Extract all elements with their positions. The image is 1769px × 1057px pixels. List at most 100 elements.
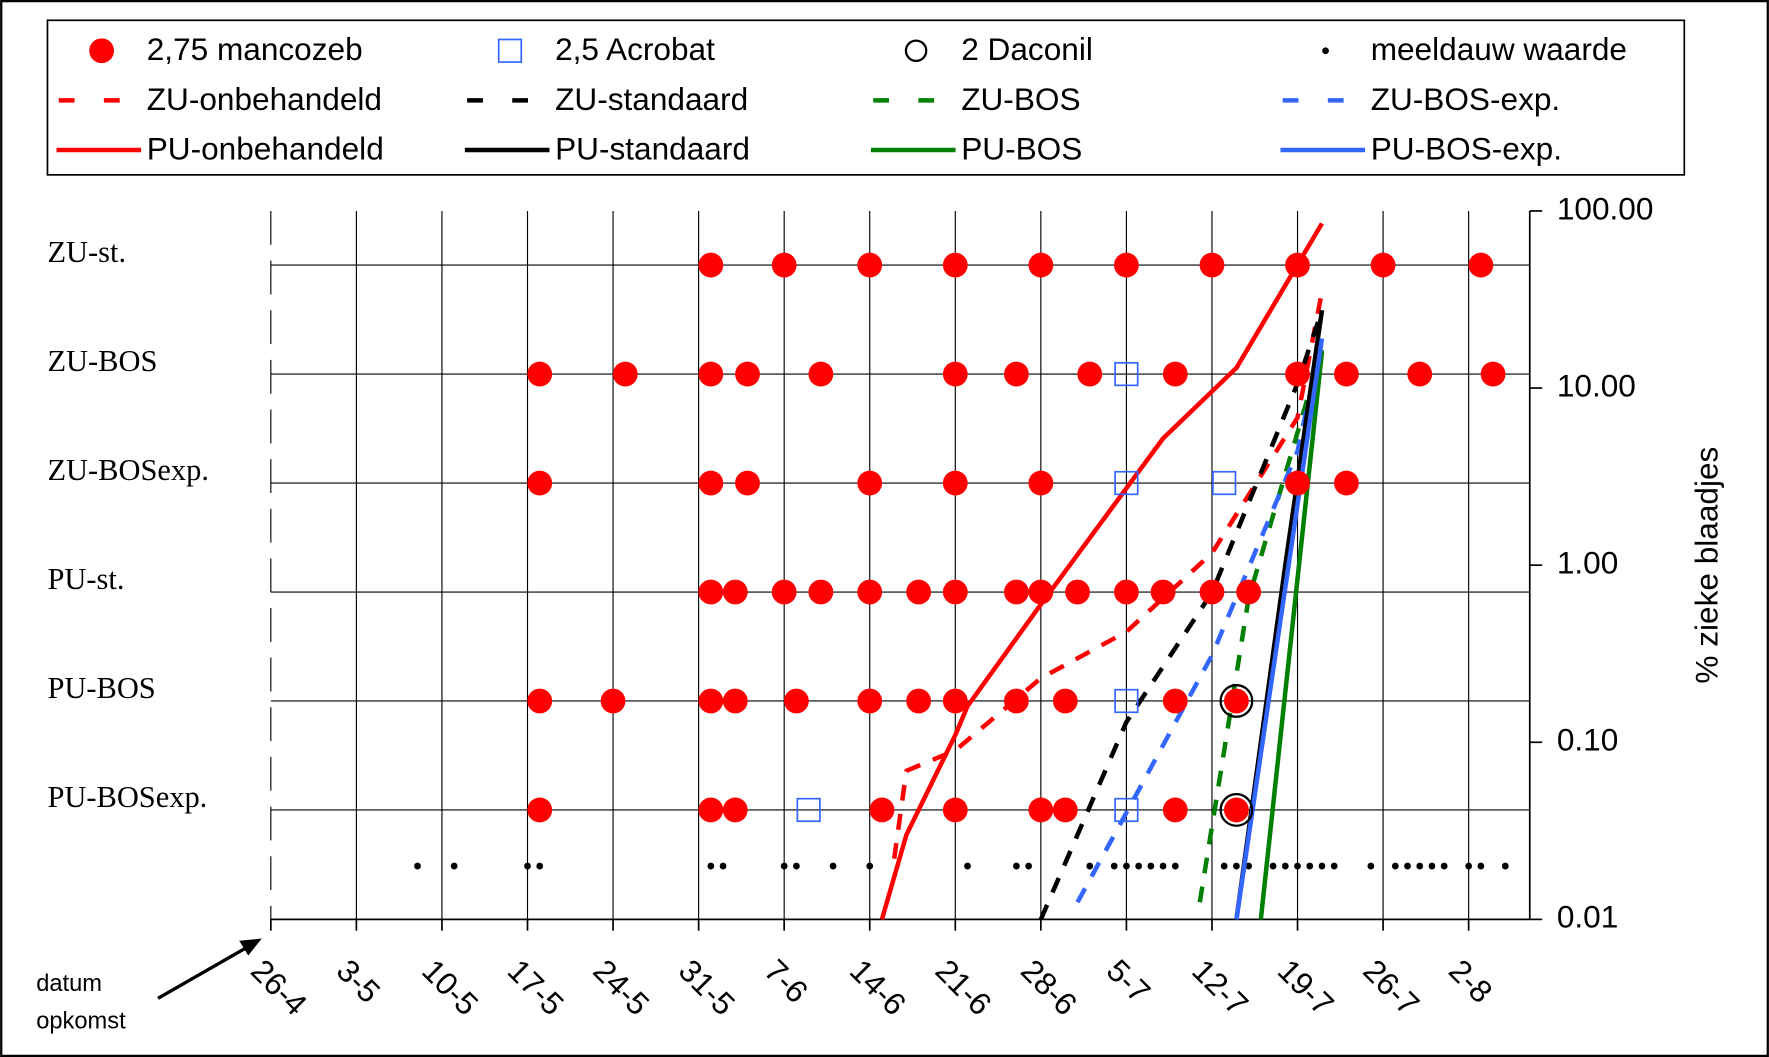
spray-marker xyxy=(1028,579,1054,605)
spray-marker xyxy=(1003,579,1029,605)
data-point xyxy=(1269,862,1277,870)
spray-marker xyxy=(600,688,626,714)
data-point xyxy=(1318,862,1326,870)
data-point xyxy=(524,862,531,870)
legend-label: ZU-BOS xyxy=(961,81,1080,117)
legend-label: ZU-BOS-exp. xyxy=(1371,81,1561,117)
spray-marker xyxy=(1052,688,1078,714)
spray-marker xyxy=(698,797,724,823)
spray-marker xyxy=(1162,688,1188,714)
spray-marker xyxy=(1065,579,1090,605)
spray-marker xyxy=(698,688,724,714)
data-point xyxy=(1220,862,1228,870)
spray-marker xyxy=(857,688,883,714)
data-point xyxy=(1110,862,1118,870)
spray-marker xyxy=(1162,797,1188,823)
spray-marker xyxy=(771,579,797,605)
spray-marker xyxy=(722,579,748,605)
spray-marker xyxy=(1285,470,1310,496)
spray-marker xyxy=(1077,361,1103,387)
data-point xyxy=(1416,862,1424,870)
data-point xyxy=(1501,862,1509,870)
annotation: datum xyxy=(36,971,102,997)
spray-marker xyxy=(698,252,724,278)
row-label: ZU-st. xyxy=(47,235,126,269)
data-point xyxy=(793,862,800,870)
spray-marker xyxy=(857,579,883,605)
spray-marker xyxy=(1334,361,1359,387)
data-point xyxy=(1233,862,1240,870)
row-label: ZU-BOSexp. xyxy=(47,453,208,487)
legend-item: ZU-BOS-exp. xyxy=(1282,81,1561,117)
data-point xyxy=(1330,862,1338,870)
spray-marker xyxy=(1199,579,1225,605)
spray-marker xyxy=(527,797,553,823)
data-point xyxy=(450,862,458,870)
row-label: PU-BOSexp. xyxy=(47,780,207,814)
legend-item: PU-onbehandeld xyxy=(56,131,384,167)
spray-marker xyxy=(1219,793,1254,827)
spray-marker xyxy=(1114,252,1139,278)
legend-label: 2 Daconil xyxy=(961,31,1093,67)
spray-marker xyxy=(1468,252,1494,278)
spray-marker xyxy=(735,470,760,496)
spray-marker xyxy=(1028,797,1054,823)
legend-marker xyxy=(497,38,523,63)
legend-item: 2,5 Acrobat xyxy=(497,31,715,67)
spray-marker xyxy=(1114,797,1139,823)
legend-item: ZU-onbehandeld xyxy=(58,81,382,117)
legend-label: 2,5 Acrobat xyxy=(555,31,715,67)
legend-label: PU-BOS-exp. xyxy=(1371,131,1562,167)
spray-marker xyxy=(1219,684,1254,718)
spray-marker xyxy=(942,470,968,496)
spray-marker xyxy=(1480,361,1506,387)
data-point xyxy=(829,862,837,870)
legend-item: 2 Daconil xyxy=(904,31,1093,67)
spray-marker xyxy=(698,470,724,496)
data-point xyxy=(1086,862,1094,870)
spray-marker xyxy=(1285,361,1310,387)
legend-label: meeldauw waarde xyxy=(1371,31,1627,67)
data-point xyxy=(866,862,874,870)
spray-marker xyxy=(1224,688,1249,714)
data-point xyxy=(1147,862,1155,870)
spray-marker xyxy=(698,361,724,387)
data-line xyxy=(891,291,1325,859)
spray-marker xyxy=(1028,470,1054,496)
spray-marker xyxy=(1114,361,1139,387)
spray-marker xyxy=(1028,252,1054,278)
data-point xyxy=(1171,862,1179,870)
spray-marker xyxy=(942,579,968,605)
legend-item: PU-standaard xyxy=(464,131,750,167)
legend-item: meeldauw waarde xyxy=(1322,31,1627,67)
data-point xyxy=(1159,862,1167,870)
spray-marker xyxy=(942,361,968,387)
legend-label: PU-BOS xyxy=(961,131,1082,167)
spray-marker xyxy=(1236,579,1262,605)
y-tick-label: 1.00 xyxy=(1557,545,1618,581)
data-point xyxy=(1404,862,1411,870)
spray-marker xyxy=(771,252,797,278)
row-label: PU-BOS xyxy=(47,671,155,705)
spray-marker xyxy=(857,470,883,496)
spray-marker xyxy=(1150,579,1176,605)
spray-marker xyxy=(527,688,553,714)
spray-marker xyxy=(1199,252,1225,278)
spray-marker xyxy=(796,797,821,823)
y-axis-label: % zieke blaadjes xyxy=(1688,447,1724,684)
data-point xyxy=(1367,862,1375,870)
legend-marker xyxy=(904,39,928,63)
y-tick-label: 0.01 xyxy=(1557,899,1618,935)
spray-marker xyxy=(942,688,968,714)
data-point xyxy=(964,862,971,870)
spray-marker xyxy=(1114,688,1139,714)
spray-marker xyxy=(722,688,748,714)
spray-marker xyxy=(783,688,809,714)
y-tick-label: 100.00 xyxy=(1557,190,1654,226)
spray-marker xyxy=(722,797,748,823)
spray-marker xyxy=(942,252,968,278)
spray-marker xyxy=(906,688,932,714)
spray-marker xyxy=(1224,797,1249,823)
